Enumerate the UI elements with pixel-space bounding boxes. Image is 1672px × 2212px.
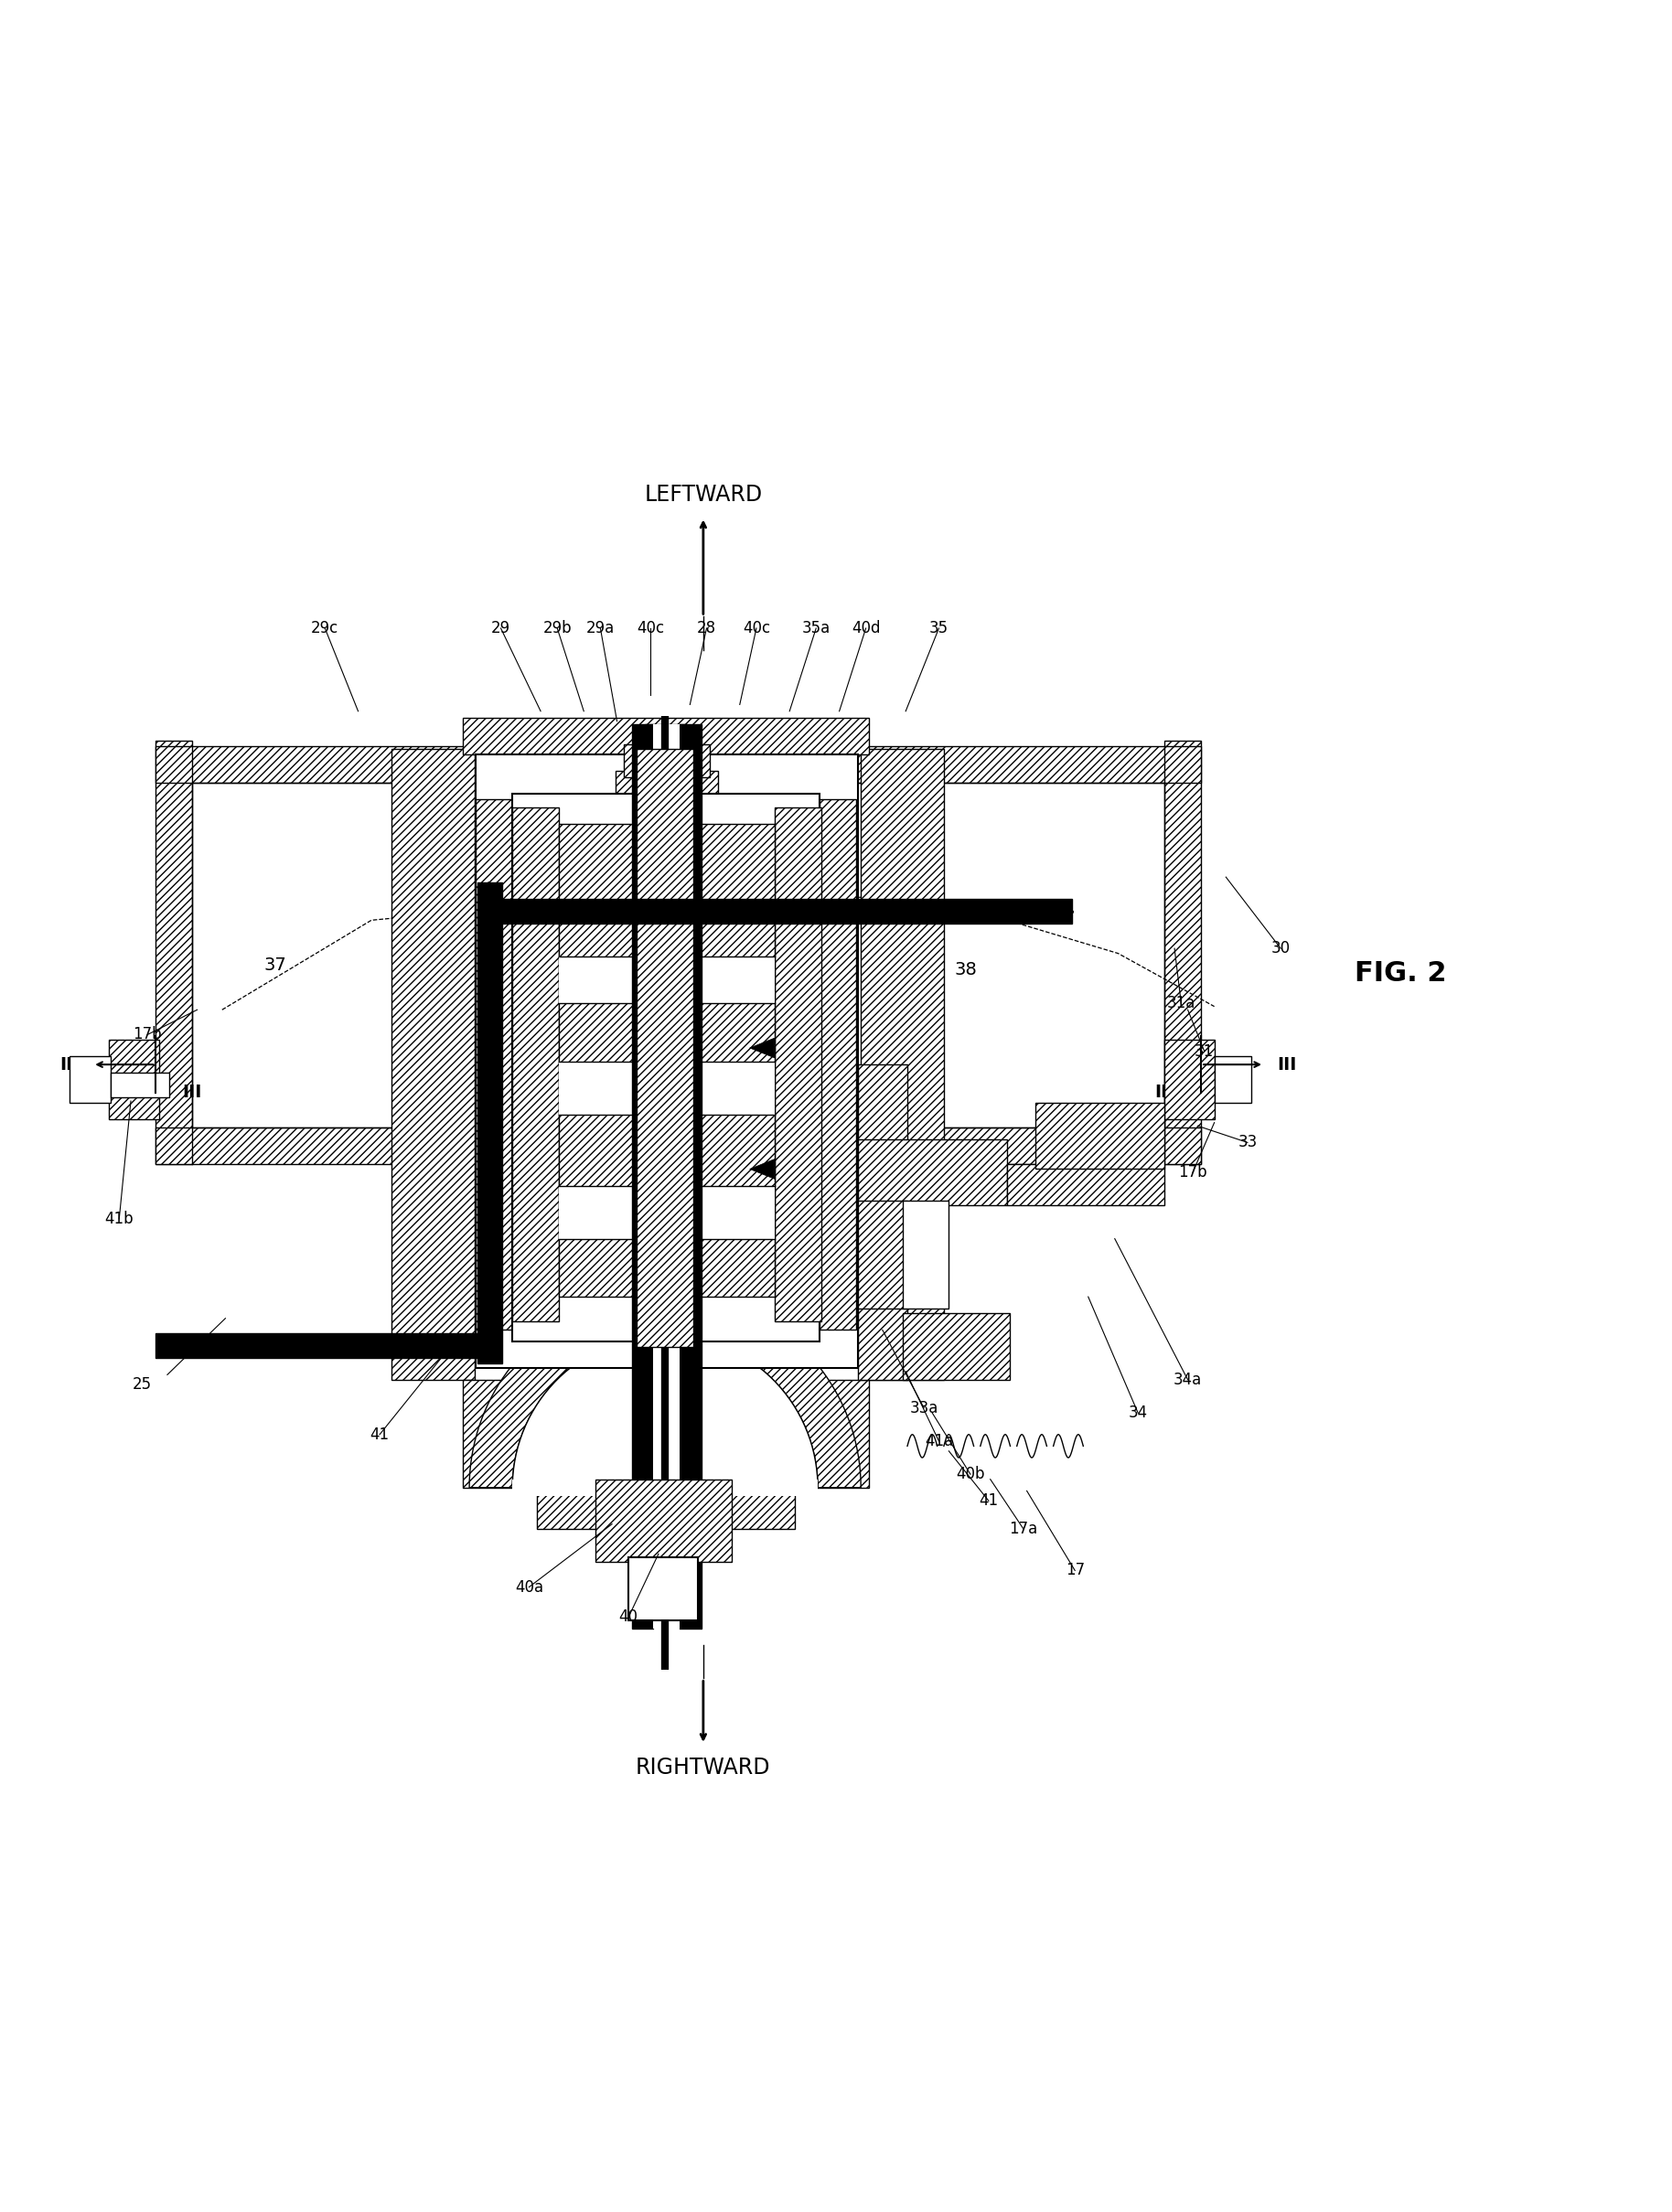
Bar (558, 958, 774, 1004)
Text: 33: 33 (1237, 1135, 1257, 1150)
Bar (558, 1186, 774, 1239)
Bar (558, 1062, 774, 1115)
Bar (391, 750, 475, 1380)
Text: 17b: 17b (1179, 1164, 1207, 1181)
Text: 34a: 34a (1174, 1371, 1202, 1387)
Bar (595, 1480, 731, 1562)
Bar (654, 726, 681, 1628)
Text: 34: 34 (1129, 1405, 1147, 1420)
Bar (1164, 1040, 1214, 1119)
Bar (155, 741, 192, 1164)
Text: 38: 38 (955, 962, 976, 978)
Text: 29c: 29c (311, 619, 339, 637)
Bar (70, 1057, 110, 1104)
Text: 17a: 17a (1010, 1522, 1038, 1537)
Bar (463, 719, 869, 754)
Text: 29a: 29a (587, 619, 615, 637)
Bar (774, 807, 821, 1321)
Wedge shape (512, 1334, 818, 1486)
Bar (558, 825, 774, 1296)
Bar (483, 898, 1072, 925)
Text: RIGHTWARD: RIGHTWARD (635, 1756, 771, 1778)
Text: 41a: 41a (925, 1433, 953, 1449)
Bar (537, 1482, 794, 1528)
Bar (861, 750, 945, 1380)
Text: III: III (1155, 1084, 1174, 1102)
Bar (192, 783, 667, 1128)
Text: 41a: 41a (361, 1343, 390, 1360)
Bar (1164, 741, 1200, 1164)
Polygon shape (749, 1159, 774, 1179)
Text: 40b: 40b (956, 1467, 985, 1482)
Text: III: III (182, 1084, 202, 1102)
Text: 40: 40 (619, 1608, 639, 1626)
Text: 29: 29 (492, 619, 510, 637)
Bar (478, 883, 503, 1363)
Bar (1214, 1057, 1251, 1104)
Bar (670, 1128, 1200, 1164)
Polygon shape (470, 1292, 861, 1486)
Bar (155, 745, 670, 783)
Polygon shape (749, 1037, 774, 1057)
Text: 40a: 40a (515, 1579, 543, 1595)
Text: 40d: 40d (851, 619, 879, 637)
Text: LEFTWARD: LEFTWARD (644, 484, 762, 507)
Text: 17b: 17b (134, 1026, 162, 1042)
Text: 33a: 33a (910, 1400, 938, 1416)
Bar (858, 1064, 908, 1380)
Bar (615, 772, 719, 807)
Text: 28: 28 (697, 619, 716, 637)
Text: 31: 31 (1195, 1044, 1214, 1060)
Bar (637, 750, 694, 1347)
Text: 31a: 31a (1167, 995, 1195, 1011)
Bar (903, 1201, 948, 1307)
Text: 40c: 40c (637, 619, 664, 637)
Text: 29b: 29b (543, 619, 572, 637)
Text: 41: 41 (980, 1493, 998, 1509)
Bar (512, 1480, 818, 1495)
Bar (674, 783, 1162, 1128)
Bar (109, 1040, 159, 1119)
Bar (681, 726, 702, 1628)
Text: 41b: 41b (105, 1210, 134, 1228)
Text: III: III (1277, 1055, 1297, 1073)
Bar (819, 799, 856, 1329)
Text: 17: 17 (1065, 1562, 1085, 1579)
Bar (600, 803, 732, 845)
Text: III: III (60, 1055, 79, 1073)
Text: 41: 41 (370, 1427, 390, 1442)
Bar (670, 745, 1200, 783)
Bar (477, 799, 512, 1329)
Bar (629, 1557, 699, 1619)
Text: 40c: 40c (742, 619, 771, 637)
Bar (110, 1073, 169, 1097)
Bar (155, 1334, 485, 1358)
Bar (858, 1139, 1007, 1206)
Bar (632, 726, 654, 1628)
Bar (645, 726, 687, 745)
Bar (1035, 1104, 1164, 1168)
Text: 35: 35 (930, 619, 948, 637)
Bar (477, 754, 858, 1367)
Text: 37: 37 (264, 956, 286, 973)
Bar (463, 1380, 869, 1486)
Bar (624, 745, 711, 779)
Bar (512, 807, 558, 1321)
Bar (858, 1201, 908, 1307)
Bar (512, 794, 819, 1340)
Text: 30: 30 (1271, 940, 1291, 956)
Text: 35a: 35a (803, 619, 831, 637)
Text: FIG. 2: FIG. 2 (1354, 960, 1446, 987)
Bar (1007, 1164, 1164, 1206)
Bar (903, 1314, 1010, 1380)
Text: 25: 25 (132, 1376, 152, 1394)
Bar (155, 1128, 670, 1164)
